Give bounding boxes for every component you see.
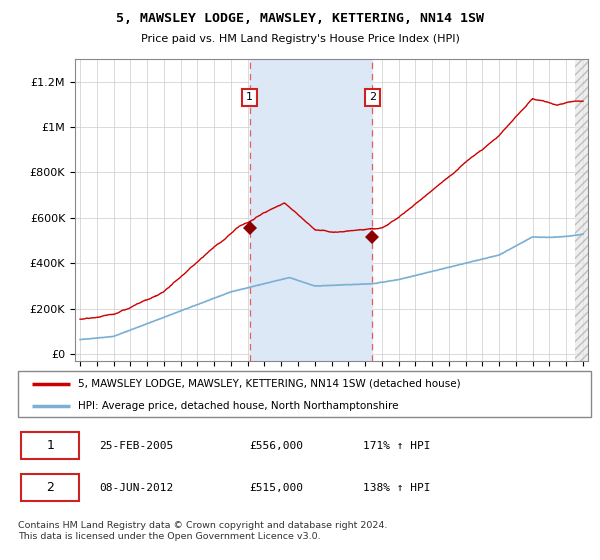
Text: This data is licensed under the Open Government Licence v3.0.: This data is licensed under the Open Gov… [18,532,320,541]
Text: 171% ↑ HPI: 171% ↑ HPI [363,441,431,451]
Text: 1: 1 [246,92,253,102]
Text: 25-FEB-2005: 25-FEB-2005 [99,441,173,451]
Bar [250,59,373,361]
Text: 1: 1 [46,439,54,452]
FancyBboxPatch shape [18,371,591,417]
Text: 138% ↑ HPI: 138% ↑ HPI [363,483,431,493]
Text: HPI: Average price, detached house, North Northamptonshire: HPI: Average price, detached house, Nort… [78,401,398,410]
Text: £515,000: £515,000 [249,483,303,493]
Text: 2: 2 [46,481,54,494]
Text: 5, MAWSLEY LODGE, MAWSLEY, KETTERING, NN14 1SW (detached house): 5, MAWSLEY LODGE, MAWSLEY, KETTERING, NN… [78,379,461,389]
Text: Contains HM Land Registry data © Crown copyright and database right 2024.: Contains HM Land Registry data © Crown c… [18,521,388,530]
Text: Price paid vs. HM Land Registry's House Price Index (HPI): Price paid vs. HM Land Registry's House … [140,34,460,44]
FancyBboxPatch shape [22,474,79,501]
Text: £556,000: £556,000 [249,441,303,451]
Bar [575,59,588,361]
Text: 5, MAWSLEY LODGE, MAWSLEY, KETTERING, NN14 1SW: 5, MAWSLEY LODGE, MAWSLEY, KETTERING, NN… [116,12,484,25]
Text: 2: 2 [369,92,376,102]
FancyBboxPatch shape [22,432,79,459]
Text: 08-JUN-2012: 08-JUN-2012 [99,483,173,493]
